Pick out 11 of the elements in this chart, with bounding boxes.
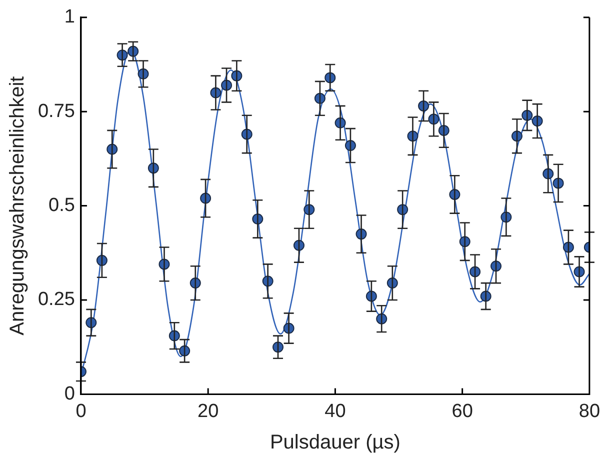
y-tick-label: 0.25 [38,289,75,310]
x-tick-label: 20 [198,400,219,422]
x-axis-title: Pulsdauer (µs) [270,432,400,454]
y-tick-label: 0.5 [48,195,75,216]
x-tick-label: 60 [452,400,473,422]
y-tick-label: 1 [64,6,75,28]
y-tick-label: 0 [64,383,75,404]
y-tick-label: 0.75 [38,100,75,122]
x-tick-label: 40 [324,400,346,422]
y-axis-title: Anregungswahrscheinlichkeit [6,76,29,336]
x-tick-label: 80 [578,400,600,422]
